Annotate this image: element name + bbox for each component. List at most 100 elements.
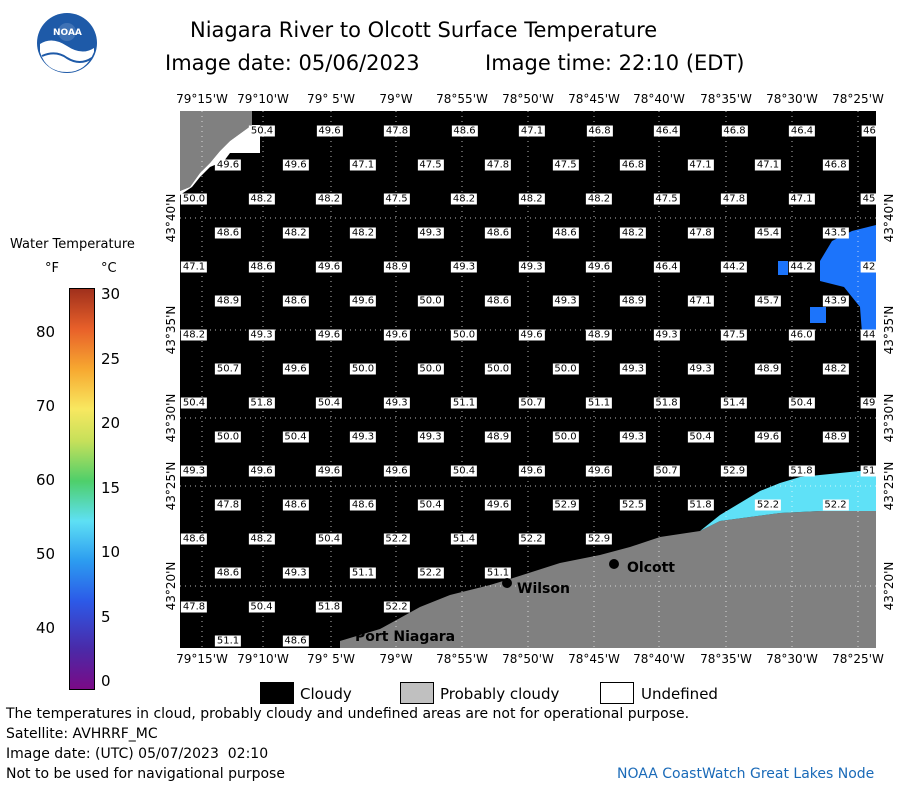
- temperature-value: 49.6: [518, 465, 545, 477]
- temperature-value: 50.4: [315, 533, 343, 545]
- temperature-value: 49.6: [282, 159, 309, 171]
- temperature-value: 48.2: [822, 363, 849, 375]
- nav-warning: Not to be used for navigational purpose: [6, 766, 285, 782]
- temperature-value: 52.2: [417, 567, 444, 579]
- temperature-value: 50.0: [484, 363, 512, 375]
- temperature-value: 48.2: [315, 193, 343, 205]
- temperature-value: 46: [861, 125, 876, 137]
- temperature-value: 50.4: [248, 601, 275, 613]
- temperature-value: 44.2: [720, 261, 748, 273]
- temperature-value: 47.5: [653, 193, 680, 205]
- temperature-value: 49: [860, 397, 876, 409]
- temperature-value: 51.1: [585, 397, 613, 409]
- temperature-value: 50.0: [214, 431, 242, 443]
- temperature-value: 48.6: [451, 125, 478, 137]
- temperature-value: 50.0: [552, 363, 579, 375]
- temperature-value: 49.3: [653, 329, 680, 341]
- temperature-value: 48.2: [180, 329, 208, 341]
- temperature-value: 51.1: [349, 567, 377, 579]
- port-niagara-label: Port Niagara: [355, 629, 456, 645]
- temperature-value: 49.3: [417, 431, 444, 443]
- temperature-value: 51.4: [720, 397, 748, 409]
- temperature-value: 47.5: [552, 159, 579, 171]
- temperature-value: 47.5: [383, 193, 410, 205]
- temperature-value: 48.6: [282, 499, 309, 511]
- lon-label: 78°55'W: [436, 92, 488, 106]
- temperature-value: 48.2: [349, 227, 377, 239]
- temperature-value: 48.6: [248, 261, 275, 273]
- lon-label: 79°W: [379, 92, 413, 106]
- legend-unit-f: °F: [45, 261, 59, 276]
- temperature-value: 50.7: [653, 465, 680, 477]
- probably-cloudy-label: Probably cloudy: [440, 685, 560, 703]
- temperature-value: 47.1: [518, 125, 546, 137]
- temperature-value: 49.3: [619, 431, 647, 443]
- temperature-value: 52.2: [383, 601, 410, 613]
- fahrenheit-tick: 80: [36, 323, 56, 341]
- legend-unit-c: °C: [101, 261, 117, 276]
- lon-label: 79° 5'W: [307, 92, 355, 106]
- temperature-value: 49.3: [383, 397, 410, 409]
- lon-label: 78°35'W: [700, 92, 752, 106]
- temperature-value: 51.8: [788, 465, 815, 477]
- celsius-tick: 10: [101, 543, 121, 561]
- temperature-value: 46.8: [721, 125, 748, 137]
- lon-label: 78°25'W: [832, 92, 884, 106]
- lon-label: 78°40'W: [633, 652, 685, 666]
- noaa-logo: NOAA: [36, 12, 98, 74]
- temperature-value: 52.2: [754, 499, 782, 511]
- temperature-value: 47.8: [687, 227, 714, 239]
- temperature-value: 51.8: [315, 601, 343, 613]
- temperature-value: 48.6: [214, 567, 242, 579]
- temperature-value: 49.6: [383, 329, 410, 341]
- image-date: Image date: 05/06/2023: [165, 51, 420, 75]
- temperature-value: 49.6: [315, 261, 343, 273]
- legend-title: Water Temperature: [10, 237, 135, 252]
- temperature-value: 44: [860, 329, 876, 341]
- map-area: 50.4 49.6 47.8 48.6 47.1 46.8 46.4 46.8 46.4 46 49…: [180, 111, 876, 648]
- lat-label: 43°35'N: [164, 305, 178, 355]
- temperature-value: 49.6: [754, 431, 782, 443]
- lon-label: 79° 5'W: [307, 652, 355, 666]
- fahrenheit-tick: 70: [36, 397, 56, 415]
- temperature-value: 51.8: [687, 499, 714, 511]
- temperature-value: 47.1: [180, 261, 208, 273]
- cloudy-label: Cloudy: [300, 685, 352, 703]
- temperature-value: 48.6: [180, 533, 208, 545]
- lat-label: 43°30'N: [882, 393, 896, 443]
- temperature-value: 51.1: [450, 397, 478, 409]
- temperature-value: 49.6: [214, 159, 242, 171]
- temperature-value: 50.4: [180, 397, 208, 409]
- temperature-value: 52.9: [720, 465, 748, 477]
- temperature-value: 49.3: [248, 329, 275, 341]
- temperature-value: 51.8: [248, 397, 275, 409]
- temperature-value: 48.9: [585, 329, 613, 341]
- temperature-value: 50.4: [788, 397, 815, 409]
- temperature-value: 50.0: [552, 431, 579, 443]
- temperature-value: 49.6: [315, 465, 343, 477]
- temperature-value: 50.0: [417, 295, 444, 307]
- temperature-value: 44.2: [788, 261, 815, 273]
- cold-water-patch: [810, 307, 826, 323]
- temperature-value: 46.4: [653, 125, 681, 137]
- fahrenheit-tick: 50: [36, 545, 56, 563]
- temperature-value: 47.5: [417, 159, 444, 171]
- lon-label: 78°55'W: [436, 652, 488, 666]
- disclaimer: The temperatures in cloud, probably clou…: [6, 706, 690, 722]
- temperature-value: 49.6: [316, 125, 343, 137]
- temperature-value: 51.1: [214, 635, 242, 647]
- temperature-value: 52.2: [518, 533, 545, 545]
- temperature-value: 42: [860, 261, 876, 273]
- wilson-label: Wilson: [517, 581, 570, 597]
- temperature-value: 50.4: [687, 431, 714, 443]
- temperature-value: 49.3: [349, 431, 377, 443]
- temperature-value: 47.1: [349, 159, 377, 171]
- temperature-value: 43.5: [822, 227, 849, 239]
- temperature-value: 50.7: [214, 363, 242, 375]
- lon-label: 78°35'W: [700, 652, 752, 666]
- temperature-value: 50.4: [248, 125, 276, 137]
- temperature-value: 48.9: [383, 261, 410, 273]
- temperature-value: 49.3: [619, 363, 647, 375]
- temperature-value: 45.7: [754, 295, 782, 307]
- temperature-value: 48.6: [214, 227, 242, 239]
